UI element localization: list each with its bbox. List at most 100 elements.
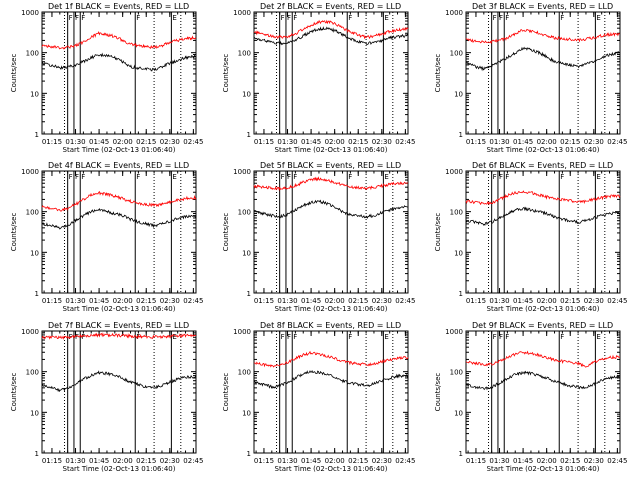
x-tick-label: 02:15: [560, 297, 580, 305]
marker-label: E: [172, 333, 176, 341]
x-tick-label: 02:45: [607, 457, 627, 465]
marker-label: F: [69, 173, 73, 181]
x-axis-label: Start Time (02-Oct-13 01:06:40): [487, 146, 600, 154]
x-tick-label: 02:45: [395, 457, 415, 465]
x-axis-label: Start Time (02-Oct-13 01:06:40): [63, 146, 176, 154]
panel-det-9: Det 9f BLACK = Events, RED = LLD 1 10 100 10…: [434, 321, 627, 473]
marker-label: F: [505, 173, 509, 181]
x-tick-label: 01:45: [513, 138, 533, 146]
marker-label: F: [287, 333, 291, 341]
x-tick-label: 01:30: [277, 138, 297, 146]
y-tick-label: 1: [35, 131, 39, 139]
marker-label: F: [293, 333, 297, 341]
x-tick-label: 02:30: [372, 138, 392, 146]
x-tick-label: 02:00: [537, 457, 557, 465]
events-series-line: [41, 370, 197, 393]
y-axis-label: Counts/sec: [222, 213, 230, 252]
x-tick-label: 02:00: [537, 297, 557, 305]
x-tick-label: 02:00: [325, 457, 345, 465]
y-axis-label: Counts/sec: [222, 54, 230, 93]
panel-det-4: Det 4f BLACK = Events, RED = LLD 1 10 100 10…: [10, 161, 203, 313]
panel-det-2: Det 2f BLACK = Events, RED = LLD 1 10 100 10…: [222, 2, 415, 154]
x-tick-label: 02:00: [325, 138, 345, 146]
y-tick-label: 1: [35, 450, 39, 458]
x-tick-label: 02:45: [395, 297, 415, 305]
panel-det-7: Det 7f BLACK = Events, RED = LLD 1 10 100 10…: [10, 321, 203, 473]
x-tick-label: 01:15: [42, 297, 62, 305]
marker-label: E: [384, 333, 388, 341]
x-tick-label: 01:30: [489, 457, 509, 465]
x-tick-label: 01:30: [489, 297, 509, 305]
marker-label: F: [493, 173, 497, 181]
panel-title: Det 6f BLACK = Events, RED = LLD: [472, 161, 613, 170]
plot-frame: [465, 11, 621, 135]
x-tick-label: 02:30: [584, 457, 604, 465]
marker-label: F: [560, 173, 564, 181]
events-series-line: [41, 207, 197, 230]
lld-series-line: [41, 190, 197, 212]
marker-label: F: [81, 333, 85, 341]
marker-label: F: [287, 14, 291, 22]
x-tick-label: 02:30: [160, 297, 180, 305]
x-tick-label: 01:15: [254, 297, 274, 305]
marker-label: F: [348, 14, 352, 22]
marker-label: E: [384, 14, 388, 22]
marker-label: F: [505, 333, 509, 341]
x-axis-label: Start Time (02-Oct-13 01:06:40): [275, 465, 388, 473]
marker-label: F: [348, 333, 352, 341]
marker-label: F: [499, 173, 503, 181]
x-tick-label: 01:45: [513, 457, 533, 465]
marker-label: F: [75, 173, 79, 181]
y-tick-label: 1000: [21, 9, 39, 17]
y-tick-label: 10: [454, 249, 463, 257]
lld-series-line: [253, 350, 409, 368]
events-series-line: [465, 370, 621, 391]
marker-label: F: [75, 333, 79, 341]
x-tick-label: 01:15: [466, 297, 486, 305]
x-tick-label: 01:45: [89, 297, 109, 305]
events-series-line: [253, 370, 409, 389]
marker-label: F: [293, 173, 297, 181]
y-axis-label: Counts/sec: [434, 373, 442, 412]
x-tick-label: 02:30: [372, 457, 392, 465]
y-tick-label: 100: [26, 369, 39, 377]
x-axis-label: Start Time (02-Oct-13 01:06:40): [275, 146, 388, 154]
y-axis-label: Counts/sec: [434, 213, 442, 252]
x-tick-label: 01:45: [301, 457, 321, 465]
x-tick-label: 01:30: [65, 457, 85, 465]
y-axis-label: Counts/sec: [222, 373, 230, 412]
plot-frame: [253, 330, 409, 454]
y-tick-label: 1000: [445, 168, 463, 176]
lld-series-line: [253, 176, 409, 192]
x-tick-label: 01:15: [254, 138, 274, 146]
y-tick-label: 10: [242, 90, 251, 98]
lld-series-line: [41, 332, 197, 340]
y-tick-label: 10: [30, 249, 39, 257]
x-tick-label: 01:15: [42, 138, 62, 146]
y-axis-label: Counts/sec: [10, 373, 18, 412]
panel-det-6: Det 6f BLACK = Events, RED = LLD 1 10 100 10…: [434, 161, 627, 313]
x-tick-label: 02:15: [348, 138, 368, 146]
y-tick-label: 100: [26, 209, 39, 217]
x-tick-label: 02:30: [372, 297, 392, 305]
panel-title: Det 4f BLACK = Events, RED = LLD: [48, 161, 189, 170]
panel-title: Det 3f BLACK = Events, RED = LLD: [472, 2, 613, 11]
x-tick-label: 02:45: [183, 297, 203, 305]
y-tick-label: 100: [238, 209, 251, 217]
x-tick-label: 02:45: [607, 297, 627, 305]
x-tick-label: 02:00: [113, 138, 133, 146]
y-axis-label: Counts/sec: [434, 54, 442, 93]
x-tick-label: 01:45: [89, 457, 109, 465]
y-tick-label: 1000: [21, 328, 39, 336]
x-tick-label: 01:30: [277, 457, 297, 465]
marker-label: F: [136, 14, 140, 22]
marker-label: F: [69, 333, 73, 341]
x-tick-label: 02:00: [537, 138, 557, 146]
plot-frame: [253, 170, 409, 294]
y-tick-label: 10: [242, 249, 251, 257]
panel-det-5: Det 5f BLACK = Events, RED = LLD 1 10 100 10…: [222, 161, 415, 313]
y-tick-label: 100: [238, 50, 251, 58]
x-tick-label: 02:45: [607, 138, 627, 146]
marker-label: F: [281, 173, 285, 181]
marker-label: F: [505, 14, 509, 22]
